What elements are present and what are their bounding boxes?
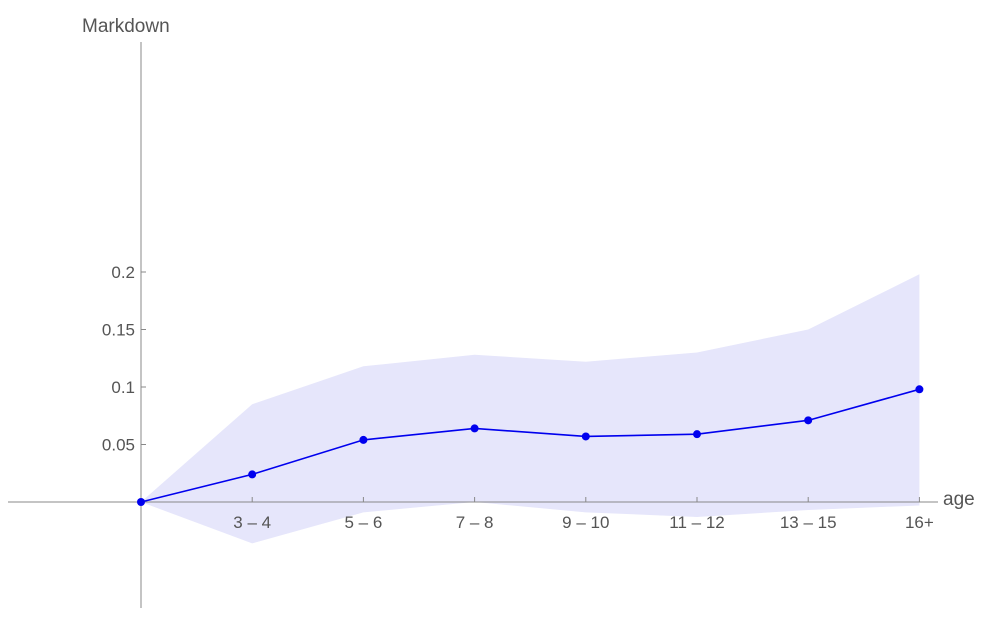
confidence-band bbox=[141, 274, 920, 544]
data-point bbox=[137, 498, 145, 506]
data-point bbox=[915, 385, 924, 394]
y-tick-label: 0.1 bbox=[111, 378, 135, 397]
y-tick-label: 0.2 bbox=[111, 263, 135, 282]
y-tick-label: 0.05 bbox=[102, 436, 135, 455]
series-line bbox=[140, 388, 920, 503]
x-axis-title: age bbox=[943, 489, 975, 510]
x-tick-label: 13 – 15 bbox=[780, 513, 837, 532]
data-point bbox=[693, 430, 701, 439]
x-tick-label: 5 – 6 bbox=[344, 513, 382, 532]
data-points-layer bbox=[137, 385, 924, 506]
data-point bbox=[581, 432, 590, 441]
x-tick-label: 16+ bbox=[905, 513, 934, 532]
x-tick-label: 3 – 4 bbox=[233, 513, 271, 532]
ticks: 0.05 0.1 0.15 0.2 3 – 4 5 – 6 7 – 8 9 – 10 11 – … bbox=[102, 263, 934, 532]
y-tick-label: 0.15 bbox=[102, 321, 135, 340]
data-point bbox=[248, 470, 257, 479]
axes bbox=[8, 42, 938, 608]
x-tick-label: 9 – 10 bbox=[562, 513, 609, 532]
confidence-band-layer bbox=[141, 274, 920, 544]
data-point bbox=[804, 416, 813, 425]
series-line-layer bbox=[140, 388, 920, 503]
data-point bbox=[359, 435, 368, 444]
x-tick-label: 11 – 12 bbox=[669, 513, 724, 532]
x-tick-label: 7 – 8 bbox=[456, 513, 494, 532]
y-axis-title: Markdown bbox=[82, 16, 170, 37]
data-point bbox=[470, 424, 479, 433]
